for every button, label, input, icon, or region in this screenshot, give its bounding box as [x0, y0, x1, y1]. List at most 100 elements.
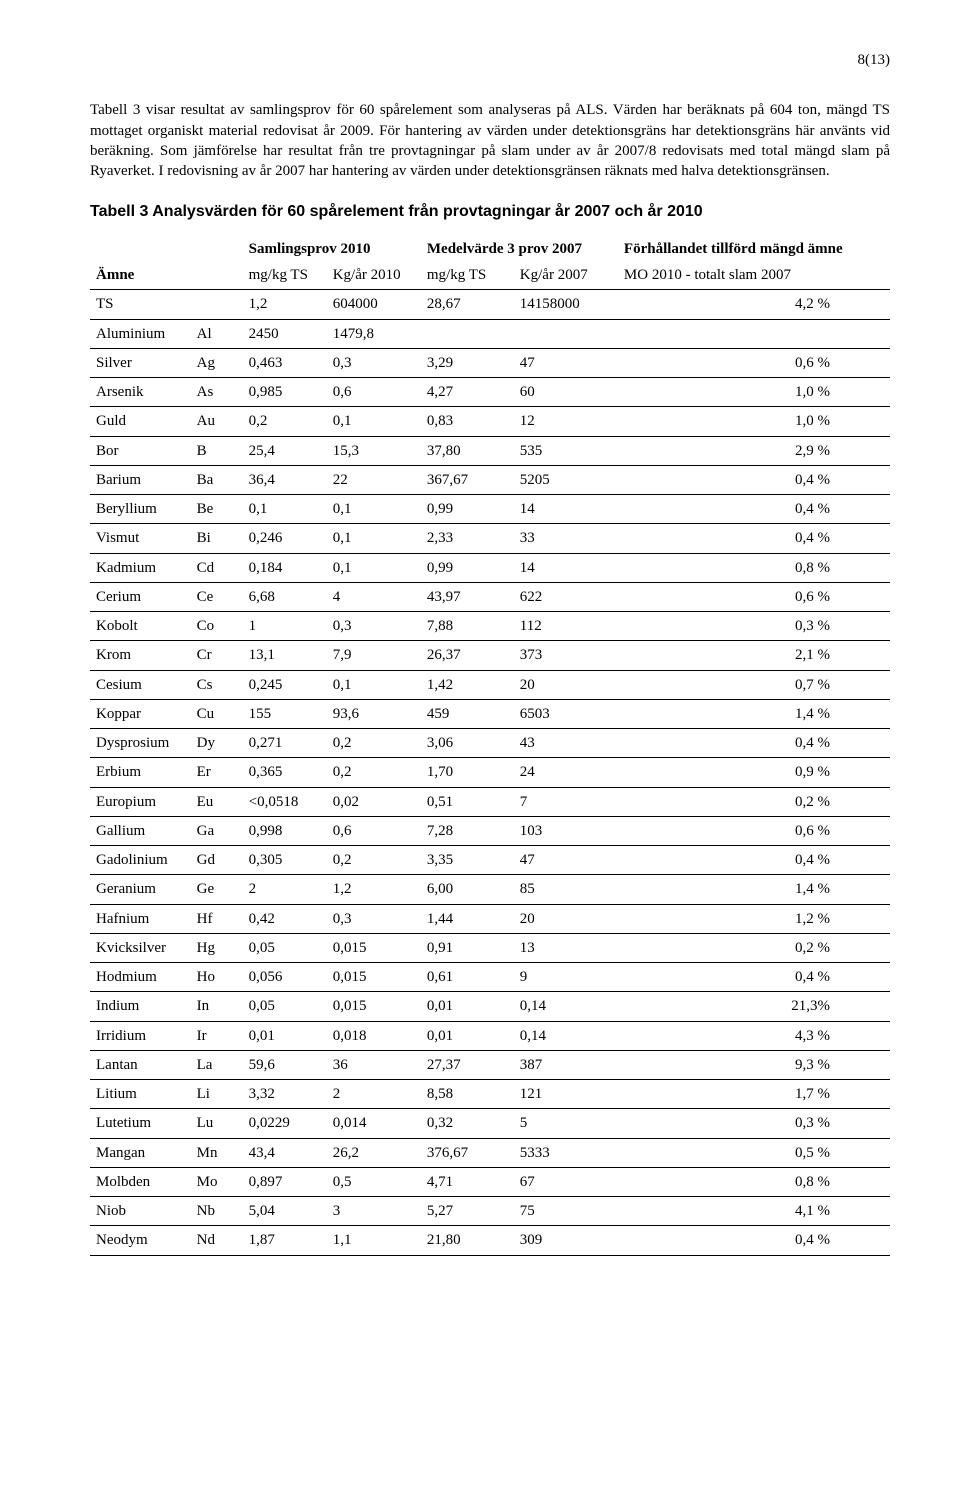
table-row: GuldAu0,20,10,83121,0 % [90, 407, 890, 436]
cell-v4: 9 [514, 963, 618, 992]
cell-name: Mangan [90, 1138, 191, 1167]
cell-v1: 59,6 [243, 1050, 327, 1079]
cell-v5: 0,8 % [618, 1167, 890, 1196]
cell-v3: 8,58 [421, 1080, 514, 1109]
cell-v3: 6,00 [421, 875, 514, 904]
cell-v3: 2,33 [421, 524, 514, 553]
cell-v5: 0,3 % [618, 612, 890, 641]
table-row: NiobNb5,0435,27754,1 % [90, 1197, 890, 1226]
cell-v5: 9,3 % [618, 1050, 890, 1079]
table-row: TS1,260400028,67141580004,2 % [90, 290, 890, 319]
cell-v1: 36,4 [243, 465, 327, 494]
cell-v4: 20 [514, 904, 618, 933]
cell-v5: 0,4 % [618, 963, 890, 992]
cell-v4: 622 [514, 582, 618, 611]
cell-v4 [514, 319, 618, 348]
cell-name: Koppar [90, 699, 191, 728]
table-row: EuropiumEu<0,05180,020,5170,2 % [90, 787, 890, 816]
cell-symbol: Au [191, 407, 243, 436]
cell-v4: 14158000 [514, 290, 618, 319]
cell-symbol: Ag [191, 348, 243, 377]
cell-v2: 7,9 [327, 641, 421, 670]
cell-v4: 0,14 [514, 992, 618, 1021]
cell-name: TS [90, 290, 191, 319]
cell-v2: 93,6 [327, 699, 421, 728]
cell-v3: 4,71 [421, 1167, 514, 1196]
cell-v4: 12 [514, 407, 618, 436]
cell-name: Beryllium [90, 495, 191, 524]
cell-symbol: In [191, 992, 243, 1021]
cell-name: Barium [90, 465, 191, 494]
cell-name: Irridium [90, 1021, 191, 1050]
cell-v4: 60 [514, 378, 618, 407]
cell-v2: 0,1 [327, 495, 421, 524]
cell-v3: 37,80 [421, 436, 514, 465]
cell-v1: 0,463 [243, 348, 327, 377]
cell-symbol: Mn [191, 1138, 243, 1167]
cell-v5: 0,9 % [618, 758, 890, 787]
cell-symbol: Ba [191, 465, 243, 494]
cell-v2: 26,2 [327, 1138, 421, 1167]
cell-v3: 0,99 [421, 553, 514, 582]
cell-v3: 3,29 [421, 348, 514, 377]
group-header-1: Samlingsprov 2010 [243, 235, 421, 261]
cell-v5: 0,2 % [618, 933, 890, 962]
cell-v4: 67 [514, 1167, 618, 1196]
cell-v4: 47 [514, 846, 618, 875]
cell-v4: 20 [514, 670, 618, 699]
cell-v5: 0,5 % [618, 1138, 890, 1167]
cell-v1: 2450 [243, 319, 327, 348]
cell-v5: 0,6 % [618, 348, 890, 377]
cell-v2: 0,1 [327, 670, 421, 699]
cell-v5: 0,4 % [618, 465, 890, 494]
cell-v3: 0,99 [421, 495, 514, 524]
cell-v3: 459 [421, 699, 514, 728]
cell-v2: 0,5 [327, 1167, 421, 1196]
cell-v3: 1,70 [421, 758, 514, 787]
cell-symbol: Nd [191, 1226, 243, 1255]
cell-v3: 367,67 [421, 465, 514, 494]
cell-v1: 5,04 [243, 1197, 327, 1226]
cell-symbol: La [191, 1050, 243, 1079]
cell-name: Europium [90, 787, 191, 816]
cell-v4: 387 [514, 1050, 618, 1079]
cell-v3: 5,27 [421, 1197, 514, 1226]
cell-v1: 0,01 [243, 1021, 327, 1050]
cell-v3: 1,42 [421, 670, 514, 699]
cell-symbol: Er [191, 758, 243, 787]
cell-v2: 0,015 [327, 992, 421, 1021]
cell-v5: 2,9 % [618, 436, 890, 465]
cell-v4: 85 [514, 875, 618, 904]
cell-v4: 47 [514, 348, 618, 377]
cell-v3: 3,06 [421, 729, 514, 758]
cell-v3: 7,28 [421, 816, 514, 845]
cell-name: Guld [90, 407, 191, 436]
cell-v2: 4 [327, 582, 421, 611]
cell-symbol: Be [191, 495, 243, 524]
cell-v3: 4,27 [421, 378, 514, 407]
cell-v2: 0,2 [327, 758, 421, 787]
cell-v5: 1,4 % [618, 875, 890, 904]
cell-symbol: Ge [191, 875, 243, 904]
cell-v1: 155 [243, 699, 327, 728]
cell-v1: 0,305 [243, 846, 327, 875]
cell-v2: 1479,8 [327, 319, 421, 348]
cell-v4: 75 [514, 1197, 618, 1226]
cell-v2: 0,3 [327, 348, 421, 377]
table-row: NeodymNd1,871,121,803090,4 % [90, 1226, 890, 1255]
cell-symbol: Cd [191, 553, 243, 582]
col-c2: Kg/år 2010 [327, 261, 421, 290]
cell-v5: 21,3% [618, 992, 890, 1021]
cell-v5: 2,1 % [618, 641, 890, 670]
cell-v4: 6503 [514, 699, 618, 728]
cell-v4: 13 [514, 933, 618, 962]
cell-name: Arsenik [90, 378, 191, 407]
cell-v5: 4,3 % [618, 1021, 890, 1050]
cell-v5: 1,4 % [618, 699, 890, 728]
cell-v3: 0,61 [421, 963, 514, 992]
table-row: CesiumCs0,2450,11,42200,7 % [90, 670, 890, 699]
cell-name: Litium [90, 1080, 191, 1109]
cell-name: Silver [90, 348, 191, 377]
cell-v1: 0,05 [243, 992, 327, 1021]
cell-v5: 1,2 % [618, 904, 890, 933]
